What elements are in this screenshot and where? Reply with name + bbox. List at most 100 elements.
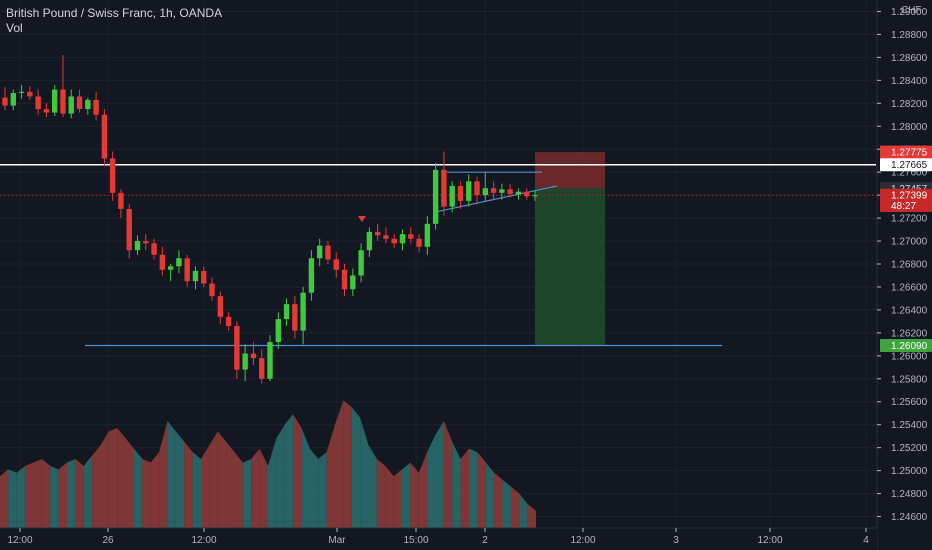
candle[interactable] — [300, 292, 306, 331]
candle[interactable] — [234, 325, 240, 370]
candle[interactable] — [350, 275, 356, 290]
candle[interactable] — [134, 241, 141, 251]
candle[interactable] — [466, 181, 472, 201]
candle[interactable] — [176, 258, 182, 267]
volume-bar — [276, 424, 285, 528]
candle[interactable] — [333, 259, 339, 270]
volume-bar — [159, 421, 168, 528]
stop-price-badge — [880, 145, 932, 159]
candle[interactable] — [201, 270, 207, 284]
volume-bar — [125, 438, 134, 528]
volume-bar — [443, 421, 453, 528]
candle[interactable] — [283, 304, 290, 320]
candle[interactable] — [424, 223, 431, 247]
candle[interactable] — [358, 250, 364, 276]
candle[interactable] — [118, 192, 124, 209]
candle[interactable] — [341, 269, 348, 290]
candle[interactable] — [316, 245, 323, 259]
candle[interactable] — [250, 353, 257, 359]
candle[interactable] — [167, 266, 174, 270]
candle[interactable] — [151, 243, 157, 255]
candle[interactable] — [159, 254, 166, 270]
candle[interactable] — [374, 231, 381, 236]
candle[interactable] — [217, 296, 224, 317]
triangle-lower-line[interactable] — [433, 185, 558, 213]
price-tick-label: 1.26600 — [891, 282, 928, 293]
candle[interactable] — [432, 169, 439, 224]
price-axis[interactable] — [877, 0, 932, 550]
volume-bar — [184, 441, 193, 528]
candle[interactable] — [308, 258, 315, 293]
volume-bar — [469, 448, 478, 528]
candle[interactable] — [35, 96, 41, 110]
candle[interactable] — [391, 238, 397, 244]
candle[interactable] — [399, 234, 406, 244]
candle[interactable] — [209, 283, 215, 297]
candle[interactable] — [184, 258, 190, 282]
volume-bar — [117, 427, 126, 528]
candle[interactable] — [474, 181, 480, 196]
price-tick-label: 1.27000 — [891, 237, 928, 248]
candle[interactable] — [242, 353, 248, 370]
candle[interactable] — [225, 316, 232, 326]
price-tick-label: 1.27200 — [891, 214, 928, 225]
time-tick-label: 2 — [482, 535, 488, 546]
volume-bar — [343, 400, 352, 528]
price-tick-label: 1.26000 — [891, 351, 928, 362]
candle[interactable] — [292, 304, 298, 331]
candle[interactable] — [499, 189, 505, 193]
candle[interactable] — [267, 342, 273, 379]
candle[interactable] — [93, 99, 99, 115]
candle[interactable] — [68, 96, 74, 114]
candle[interactable] — [27, 91, 33, 97]
candle[interactable] — [2, 97, 8, 106]
candle[interactable] — [126, 208, 132, 251]
candle[interactable] — [85, 99, 91, 110]
candle[interactable] — [60, 89, 66, 114]
candle[interactable] — [532, 195, 538, 197]
candle[interactable] — [383, 235, 389, 239]
volume-bar — [376, 459, 386, 528]
time-axis[interactable] — [0, 528, 877, 550]
price-tick-label: 1.28600 — [891, 53, 928, 64]
volume-bar — [527, 503, 536, 528]
candle[interactable] — [441, 169, 447, 207]
candle[interactable] — [143, 241, 149, 244]
candle[interactable] — [10, 92, 16, 106]
candle[interactable] — [449, 185, 455, 207]
volume-bar — [83, 455, 93, 528]
candle[interactable] — [457, 185, 464, 201]
price-tick-label: 1.28200 — [891, 99, 928, 110]
candle[interactable] — [76, 96, 83, 110]
candle[interactable] — [325, 245, 331, 260]
candle[interactable] — [408, 234, 414, 239]
candle[interactable] — [109, 158, 116, 193]
volume-bar — [192, 452, 201, 528]
candle[interactable] — [43, 109, 50, 113]
candle[interactable] — [275, 319, 281, 343]
candle[interactable] — [524, 191, 530, 197]
candle[interactable] — [101, 114, 108, 159]
volume-bar — [108, 427, 118, 528]
volume-bar — [360, 417, 369, 528]
time-tick-label: 12:00 — [757, 535, 782, 546]
volume-bar — [326, 424, 335, 528]
candle[interactable] — [507, 189, 513, 194]
candle[interactable] — [192, 270, 199, 282]
time-tick-label: 26 — [102, 535, 114, 546]
candle[interactable] — [18, 91, 25, 93]
candle[interactable] — [259, 358, 265, 379]
time-tick-label: 3 — [673, 535, 679, 546]
volume-bar — [402, 462, 411, 528]
candle[interactable] — [482, 188, 489, 196]
bar-countdown-badge — [880, 198, 932, 212]
candle[interactable] — [366, 231, 373, 251]
candle[interactable] — [490, 188, 497, 193]
candle[interactable] — [51, 89, 58, 113]
price-tick-label: 1.26200 — [891, 328, 928, 339]
volume-bar — [58, 462, 67, 528]
time-tick-label: 4 — [863, 535, 869, 546]
candle[interactable] — [515, 191, 522, 194]
candle[interactable] — [416, 238, 422, 247]
